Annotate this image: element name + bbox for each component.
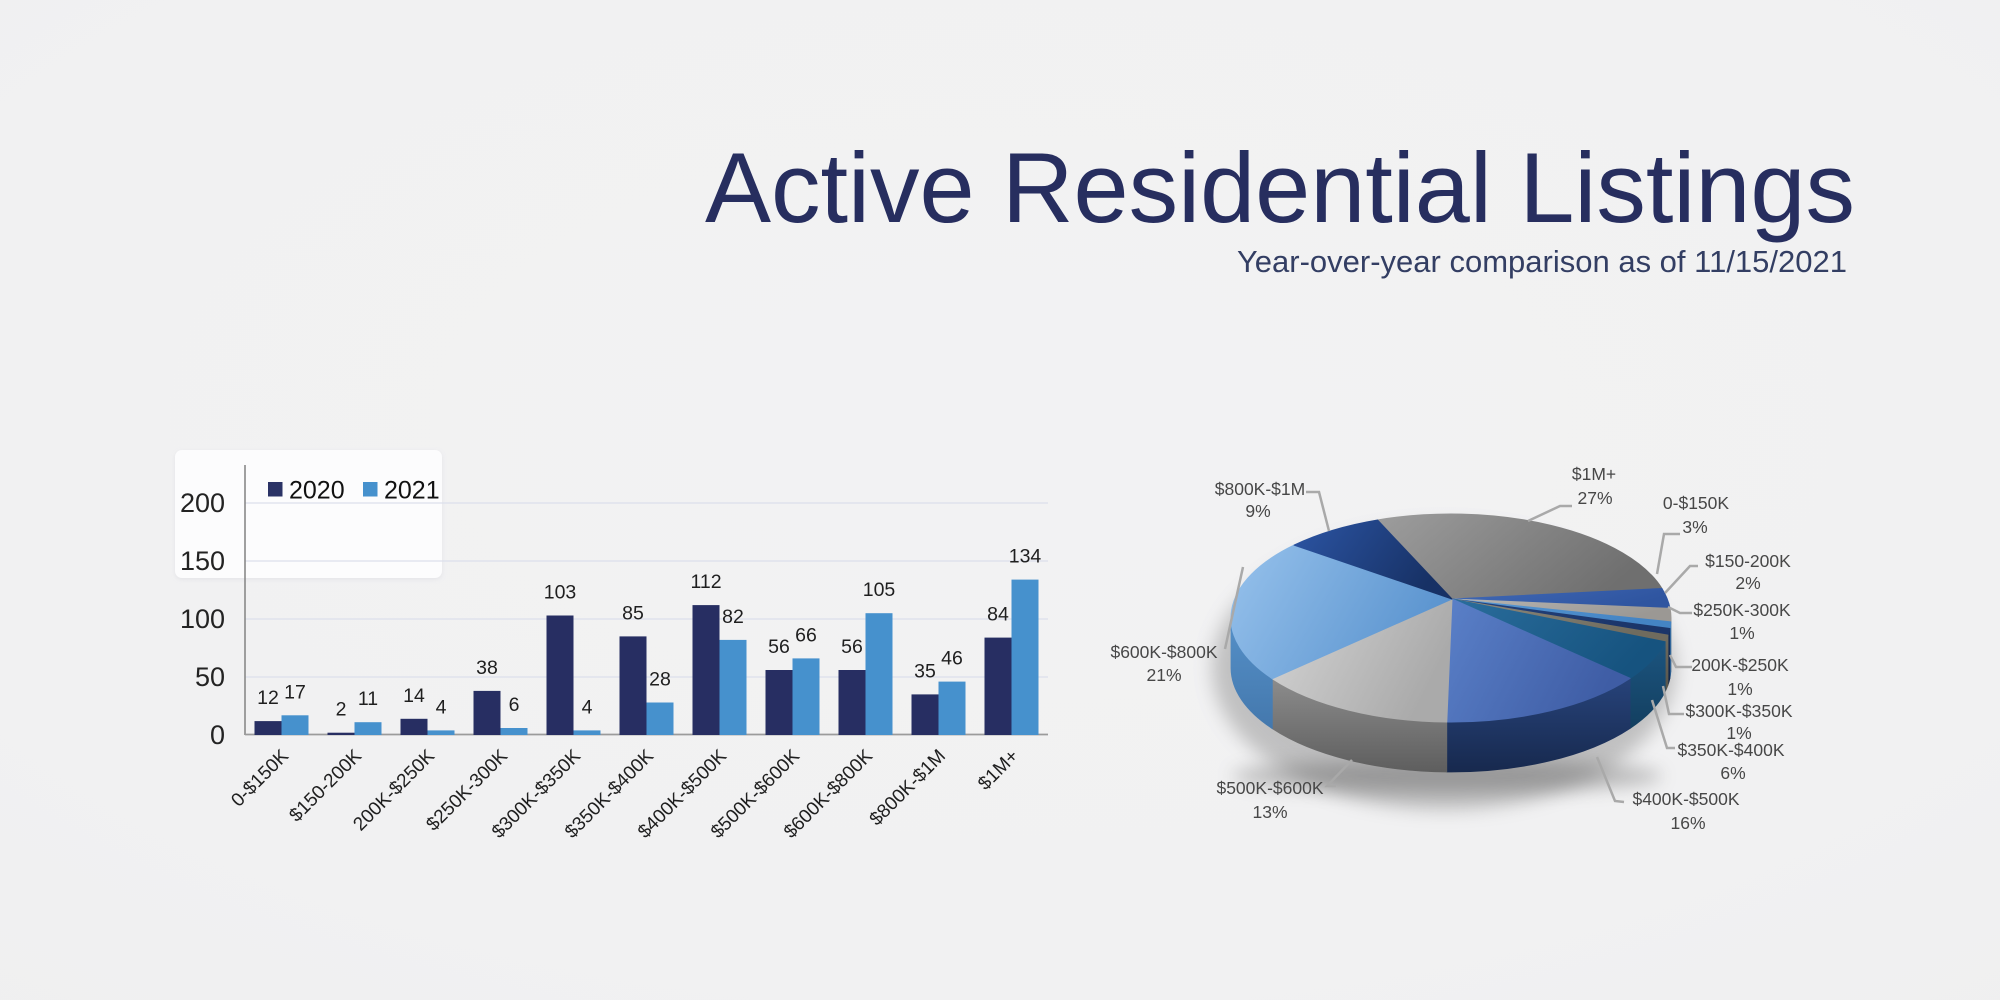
svg-text:82: 82 — [722, 606, 744, 628]
svg-text:105: 105 — [863, 579, 896, 601]
svg-text:$150-200K: $150-200K — [1705, 551, 1791, 571]
svg-text:Active Residential Listings: Active Residential Listings — [705, 132, 1855, 243]
svg-text:$600K-$800K: $600K-$800K — [1110, 642, 1217, 662]
svg-text:35: 35 — [914, 660, 936, 682]
svg-text:27%: 27% — [1577, 488, 1612, 508]
svg-text:$500K-$600K: $500K-$600K — [1216, 778, 1323, 798]
svg-text:2020: 2020 — [289, 477, 345, 505]
svg-text:6%: 6% — [1720, 763, 1745, 783]
svg-text:17: 17 — [284, 681, 306, 703]
svg-text:$300K-$350K: $300K-$350K — [1685, 701, 1792, 721]
svg-text:84: 84 — [987, 604, 1009, 626]
svg-text:46: 46 — [941, 648, 963, 670]
svg-text:100: 100 — [180, 604, 225, 634]
svg-text:200: 200 — [180, 488, 225, 518]
svg-text:38: 38 — [476, 657, 498, 679]
svg-text:3%: 3% — [1682, 517, 1707, 537]
svg-text:200K-$250K: 200K-$250K — [1691, 655, 1789, 675]
svg-text:1%: 1% — [1729, 623, 1754, 643]
svg-text:11: 11 — [358, 688, 378, 710]
svg-text:56: 56 — [768, 636, 790, 658]
svg-text:150: 150 — [180, 546, 225, 576]
svg-text:4: 4 — [436, 696, 447, 718]
svg-text:Year-over-year comparison as o: Year-over-year comparison as of 11/15/20… — [1237, 244, 1847, 279]
svg-text:2%: 2% — [1735, 573, 1760, 593]
svg-text:103: 103 — [544, 582, 577, 604]
svg-text:9%: 9% — [1245, 501, 1270, 521]
svg-text:112: 112 — [690, 571, 721, 593]
svg-text:56: 56 — [841, 636, 863, 658]
svg-text:66: 66 — [795, 624, 817, 646]
svg-text:$250K-300K: $250K-300K — [1693, 600, 1791, 620]
svg-text:$350K-$400K: $350K-$400K — [1677, 740, 1784, 760]
svg-text:1%: 1% — [1726, 723, 1751, 743]
svg-text:0: 0 — [210, 720, 225, 750]
svg-text:$400K-$500K: $400K-$500K — [1632, 789, 1739, 809]
svg-text:4: 4 — [582, 696, 593, 718]
svg-text:134: 134 — [1009, 546, 1042, 568]
svg-text:12: 12 — [257, 687, 279, 709]
svg-text:50: 50 — [195, 662, 225, 692]
svg-text:28: 28 — [649, 669, 671, 691]
svg-text:21%: 21% — [1146, 665, 1181, 685]
svg-text:0-$150K: 0-$150K — [1663, 493, 1729, 513]
svg-text:14: 14 — [403, 685, 425, 707]
svg-text:1%: 1% — [1727, 679, 1752, 699]
svg-text:6: 6 — [509, 694, 520, 716]
svg-text:85: 85 — [622, 602, 644, 624]
svg-text:16%: 16% — [1670, 813, 1705, 833]
svg-text:2021: 2021 — [384, 477, 440, 505]
svg-text:$800K-$1M: $800K-$1M — [1215, 479, 1305, 499]
svg-text:13%: 13% — [1252, 802, 1287, 822]
svg-text:$1M+: $1M+ — [1572, 464, 1616, 484]
svg-text:2: 2 — [336, 699, 347, 721]
